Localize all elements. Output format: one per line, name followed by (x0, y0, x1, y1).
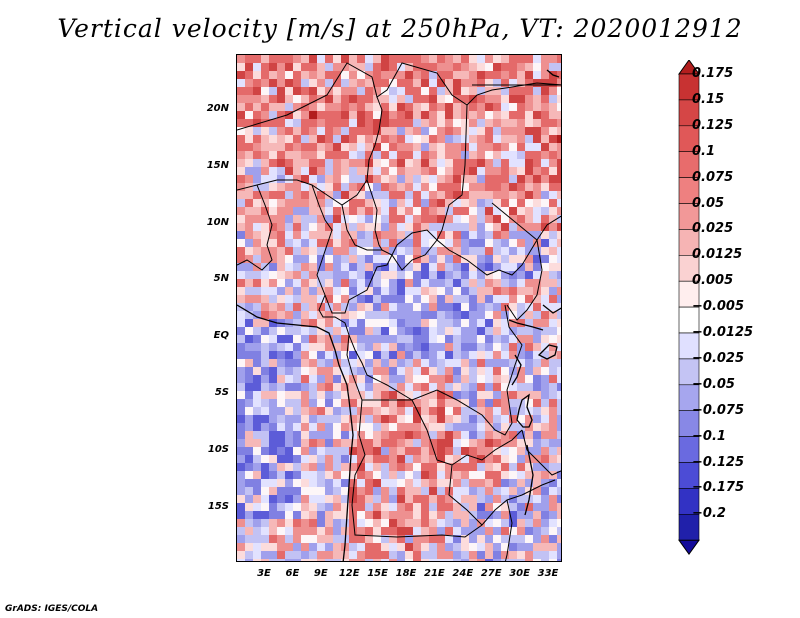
velocity-field (237, 55, 561, 561)
latitude-label: 5S (214, 387, 229, 398)
coastlines (237, 69, 561, 561)
map-title: Vertical velocity [m/s] at 250hPa, VT: 2… (57, 14, 743, 43)
longitude-label: 33E (537, 568, 559, 579)
colorbar-label: −0.025 (692, 350, 745, 366)
latitude-label: 10S (207, 443, 229, 455)
longitude-label: 15E (367, 568, 388, 579)
map-panel (236, 54, 562, 562)
colorbar-label: 0.1 (692, 143, 716, 159)
colorbar-label: 0.075 (692, 169, 734, 185)
colorbar-label: −0.05 (692, 376, 735, 392)
longitude-label: 12E (338, 568, 360, 579)
colorbar-label: 0.125 (692, 117, 734, 133)
longitude-label: 21E (424, 568, 445, 579)
latitude-label: 10N (206, 216, 229, 228)
latitude-label: 5N (213, 273, 229, 285)
longitude-label: 3E (257, 568, 271, 579)
latitude-label: 15S (207, 500, 229, 512)
longitude-label: 24E (452, 568, 474, 579)
colorbar-label: 0.025 (692, 221, 734, 237)
colorbar-label: 0.15 (692, 91, 725, 107)
colorbar-label: −0.125 (692, 454, 745, 470)
colorbar (678, 60, 700, 556)
colorbar-label: −0.1 (692, 428, 726, 444)
latitude-label: 15N (206, 159, 229, 171)
longitude-label: 6E (285, 568, 300, 579)
colorbar-label: 0.005 (692, 273, 734, 289)
country-borders (237, 62, 561, 561)
colorbar-label: −0.0125 (692, 325, 754, 340)
colorbar-label: −0.005 (692, 299, 745, 315)
latitude-label: 20N (206, 103, 229, 114)
colorbar-label: −0.075 (692, 402, 745, 418)
colorbar-label: 0.175 (692, 66, 734, 81)
longitude-label: 18E (395, 568, 417, 579)
latitude-label: EQ (213, 330, 229, 342)
colorbar-label: −0.175 (692, 480, 745, 496)
longitude-label: 30E (509, 568, 530, 579)
credit-text: GrADS: IGES/COLA (5, 604, 99, 614)
longitude-label: 27E (480, 568, 502, 579)
colorbar-bottom-arrow (678, 539, 700, 556)
longitude-label: 9E (313, 568, 328, 579)
colorbar-label: 0.0125 (692, 247, 743, 263)
colorbar-label: 0.05 (692, 195, 725, 211)
colorbar-label: −0.2 (692, 506, 726, 522)
